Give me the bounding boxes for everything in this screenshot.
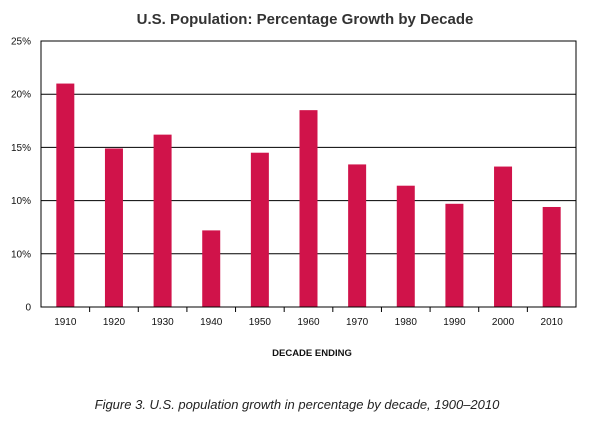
bar-1950 [250,152,269,307]
bar-2010 [542,206,561,307]
y-tick-label: 25% [11,37,31,48]
y-tick-label: 0 [25,303,31,314]
y-tick-label: 15% [11,143,31,154]
y-tick-labels: 0 10% 10% 15% 20% 25% [11,37,31,314]
plot-frame [40,40,577,308]
x-ticks [89,307,528,312]
bar-1960 [299,110,318,307]
x-tick-label: 1950 [249,317,272,328]
figure-caption: Figure 3. U.S. population growth in perc… [95,397,500,412]
x-tick-label: 1980 [395,317,418,328]
x-tick-label: 1910 [54,317,77,328]
bar-1990 [445,203,464,307]
y-tick-label: 20% [11,90,31,101]
x-tick-label: 1940 [200,317,223,328]
x-tick-label: 2000 [492,317,515,328]
y-tick-label: 10% [11,196,31,207]
bar-2000 [494,166,513,307]
bar-1940 [202,230,221,307]
x-tick-label: 1990 [443,317,466,328]
bars [56,83,561,307]
bar-1910 [56,83,75,307]
bar-1920 [104,148,123,307]
plot-area [40,40,577,312]
y-tick-label: 10% [11,249,31,260]
x-tick-label: 2010 [541,317,564,328]
bar-1930 [153,134,172,307]
x-tick-label: 1970 [346,317,369,328]
x-axis-title: DECADE ENDING [272,348,352,359]
x-tick-label: 1960 [297,317,320,328]
x-tick-label: 1930 [151,317,174,328]
x-tick-labels: 1910 1920 1930 1940 1950 1960 1970 1980 1990 2000… [54,317,563,328]
bar-1980 [396,185,415,307]
chart-title: U.S. Population: Percentage Growth by De… [137,11,474,28]
bar-1970 [348,164,367,307]
x-tick-label: 1920 [103,317,126,328]
